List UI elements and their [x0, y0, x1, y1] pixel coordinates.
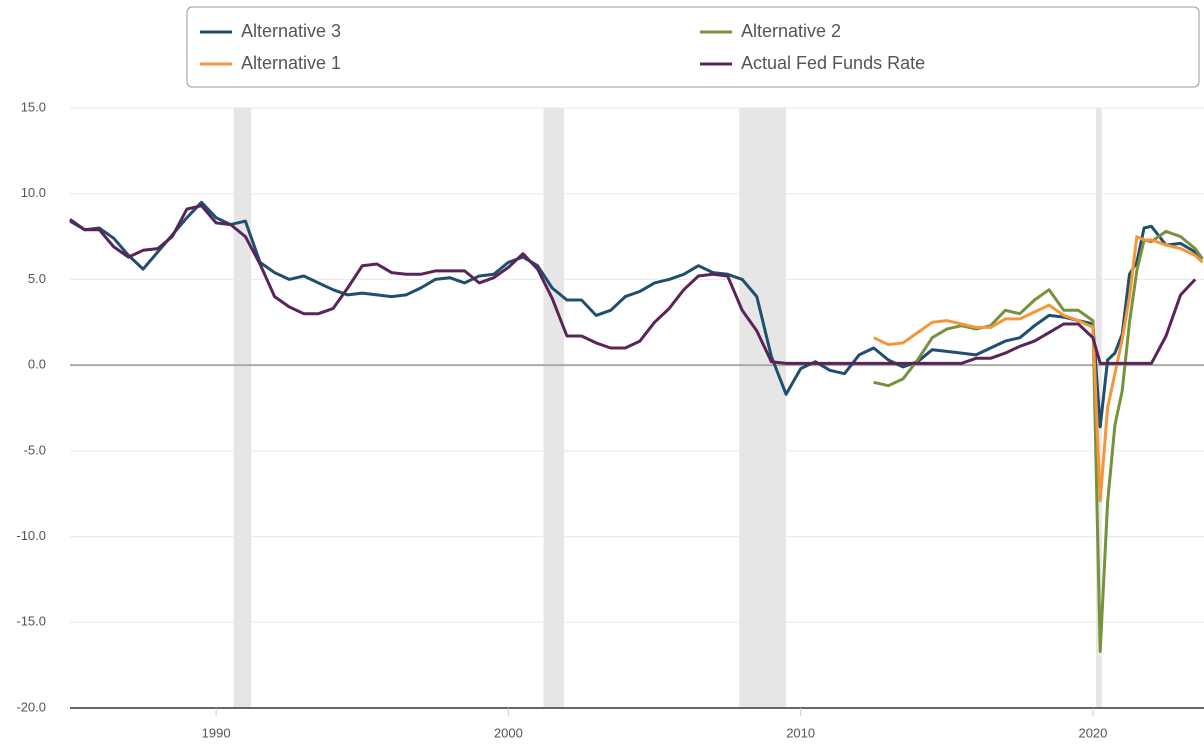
y-tick-label: -5.0: [24, 442, 46, 457]
legend-label: Alternative 1: [241, 53, 341, 73]
y-tick-label: 10.0: [21, 185, 46, 200]
recession-band: [543, 108, 564, 708]
x-tick-label: 1990: [202, 725, 231, 740]
y-tick-label: 0.0: [28, 357, 46, 372]
y-tick-label: -10.0: [16, 528, 46, 543]
y-tick-label: 5.0: [28, 271, 46, 286]
x-tick-label: 2010: [786, 725, 815, 740]
legend-box: [186, 6, 1200, 88]
series-line: [69, 204, 1197, 365]
y-tick-label: 15.0: [21, 99, 46, 114]
series-line: [873, 235, 1204, 503]
legend-label: Alternative 2: [741, 21, 841, 41]
series-line: [873, 229, 1204, 653]
y-tick-label: -15.0: [16, 614, 46, 629]
x-tick-label: 2020: [1078, 725, 1107, 740]
legend-label: Alternative 3: [241, 21, 341, 41]
x-tick-label: 2000: [494, 725, 523, 740]
recession-band: [739, 108, 787, 708]
legend-label: Actual Fed Funds Rate: [741, 53, 925, 73]
recession-band: [233, 108, 252, 708]
y-tick-label: -20.0: [16, 699, 46, 714]
